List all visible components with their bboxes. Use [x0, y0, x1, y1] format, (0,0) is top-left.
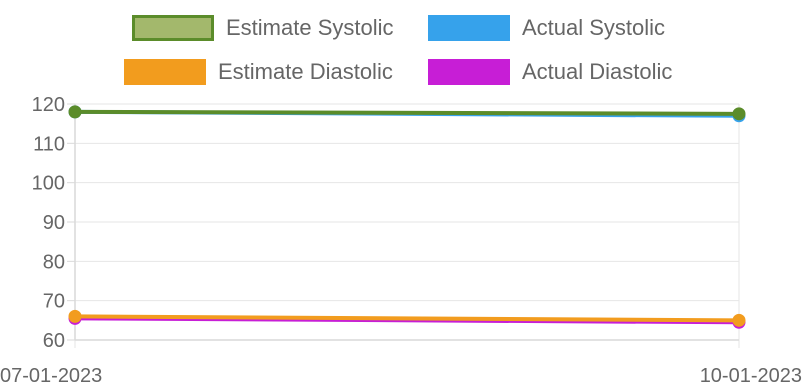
series-line-estimate-systolic	[74, 109, 740, 116]
chart-grid	[74, 103, 740, 348]
x-tick-label: 07-01-2023	[0, 365, 102, 387]
legend-swatch-actual-systolic	[428, 15, 510, 41]
x-tick-label: 10-01-2023	[700, 365, 802, 387]
legend-item-actual-systolic[interactable]: Actual Systolic	[428, 11, 665, 45]
data-point-estimate-systolic[interactable]	[68, 105, 82, 119]
y-tick-label: 110	[33, 133, 65, 155]
legend-swatch-estimate-diastolic	[124, 59, 206, 85]
series-line-estimate-diastolic	[74, 314, 740, 323]
legend-swatch-actual-diastolic	[428, 59, 510, 85]
data-point-estimate-diastolic[interactable]	[732, 313, 746, 327]
legend-label-actual-diastolic: Actual Diastolic	[522, 59, 673, 84]
y-tick-label: 100	[32, 173, 65, 195]
y-tick-label: 70	[43, 291, 65, 313]
legend-item-estimate-systolic[interactable]: Estimate Systolic	[132, 11, 394, 45]
y-tick-label: 60	[43, 330, 65, 352]
chart-series	[68, 105, 746, 329]
y-tick-label: 90	[43, 212, 65, 234]
legend-label-estimate-systolic: Estimate Systolic	[226, 15, 394, 40]
data-point-estimate-diastolic[interactable]	[68, 309, 82, 323]
legend-swatch-estimate-systolic	[132, 15, 214, 41]
y-tick-label: 80	[43, 251, 65, 273]
legend-item-estimate-diastolic[interactable]: Estimate Diastolic	[124, 55, 393, 89]
y-tick-label: 120	[32, 94, 65, 116]
legend-label-estimate-diastolic: Estimate Diastolic	[218, 59, 393, 84]
legend-item-actual-diastolic[interactable]: Actual Diastolic	[428, 55, 672, 89]
legend-label-actual-systolic: Actual Systolic	[522, 15, 666, 40]
data-point-estimate-systolic[interactable]	[732, 107, 746, 121]
chart-axes: 60 70 80 90 100 110 120 07-01-2023 10-01-2023	[0, 94, 802, 387]
